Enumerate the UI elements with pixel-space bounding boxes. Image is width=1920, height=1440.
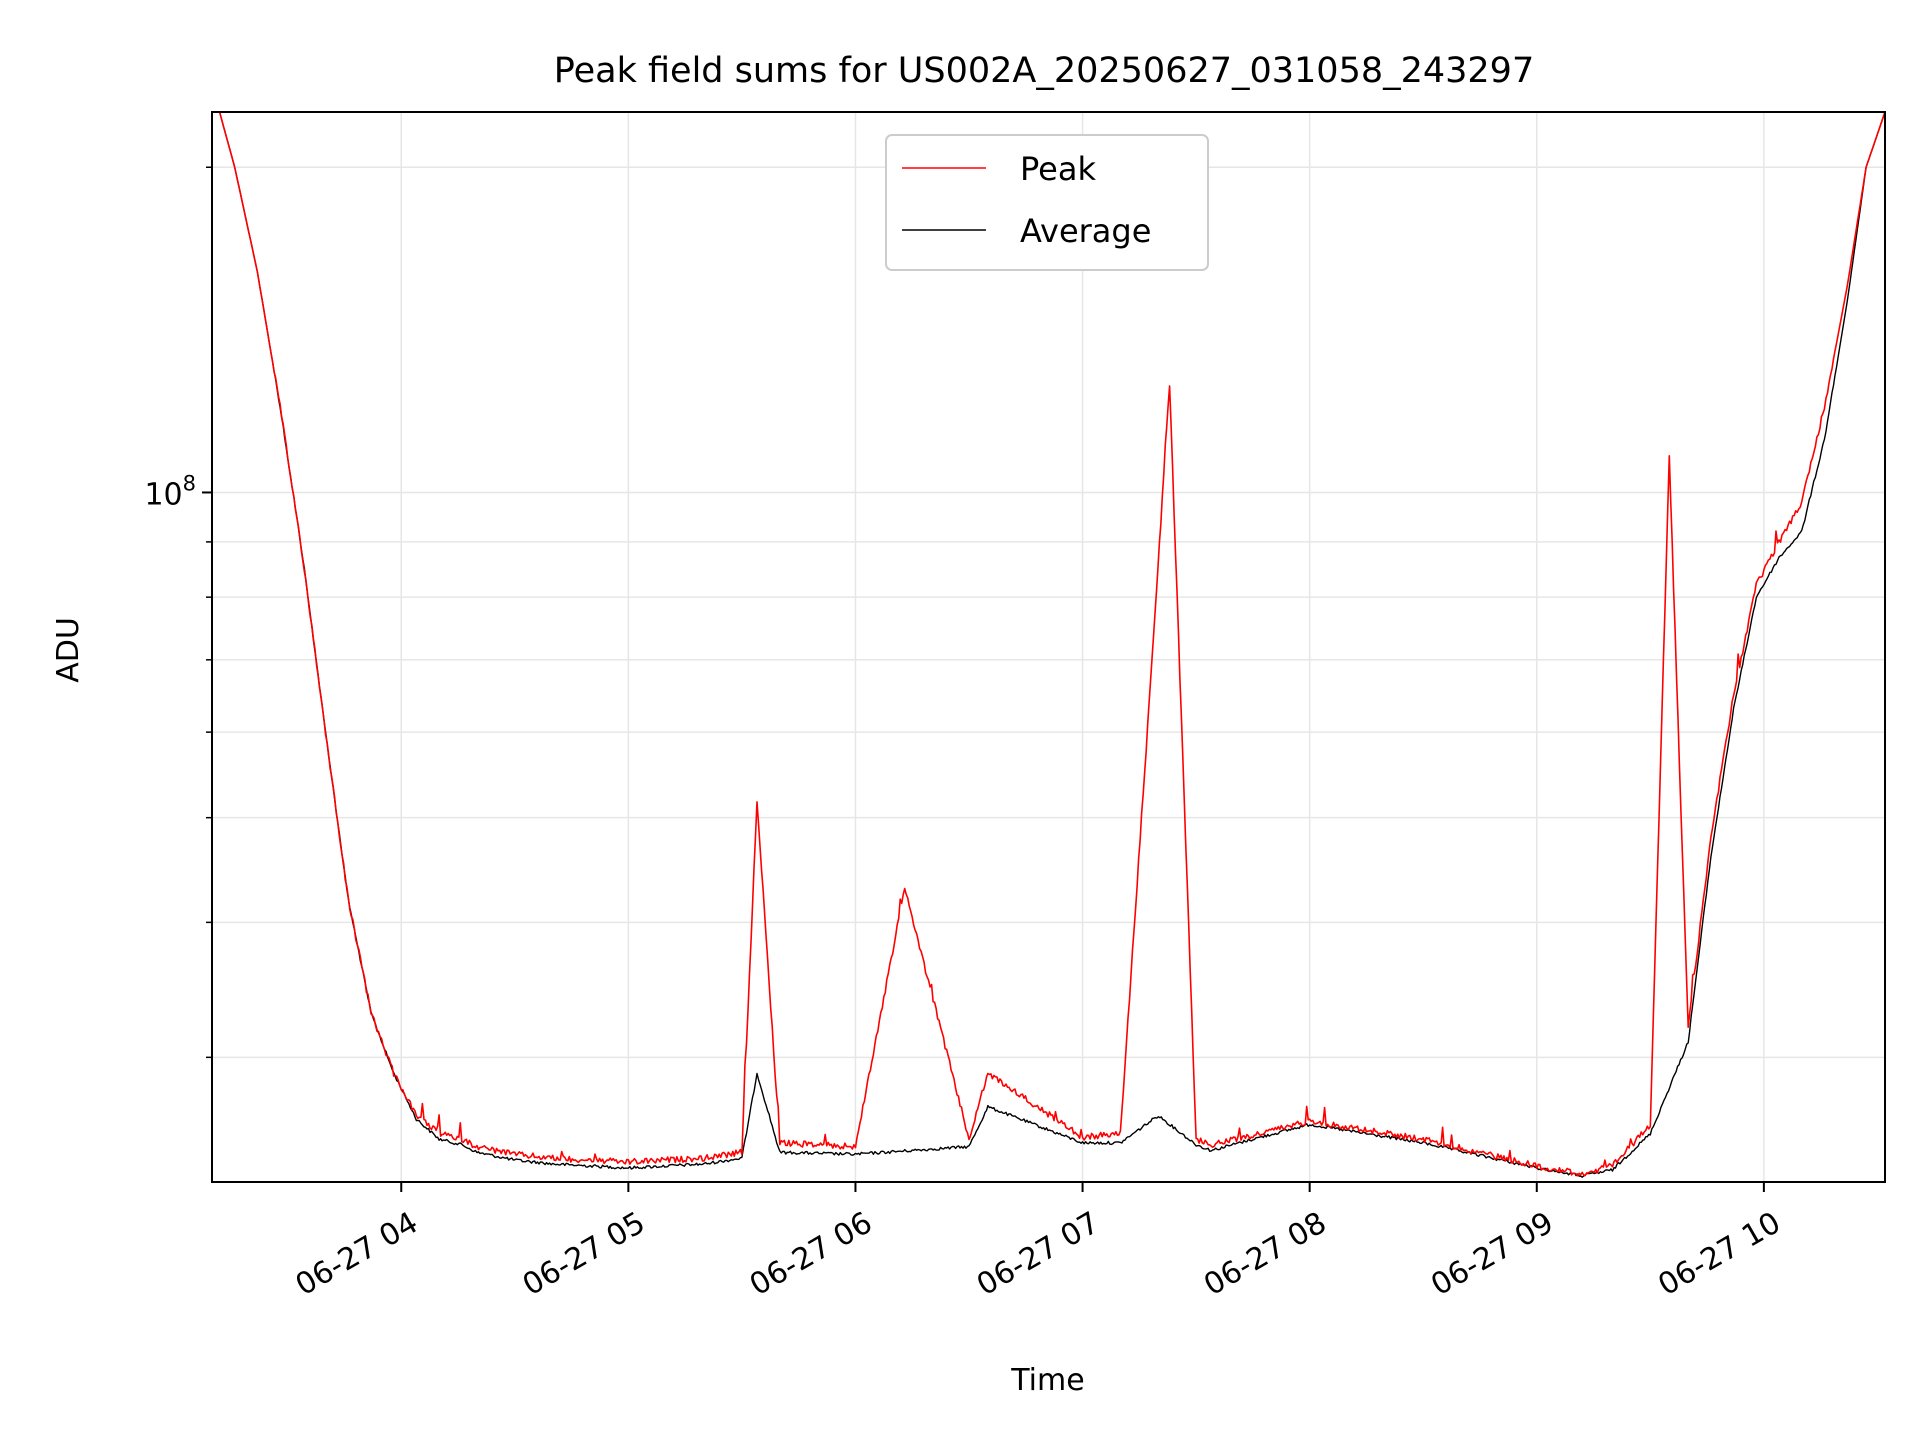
chart-title: Peak field sums for US002A_20250627_0310… [554,51,1534,91]
grid [212,112,1885,1182]
x-axis-label: Time [1010,1363,1084,1398]
series-line-peak [212,112,1885,1177]
y-axis: 108 [144,166,212,1059]
series-line-average [212,112,1885,1178]
y-axis-label: ADU [51,617,86,683]
legend-label-peak: Peak [1020,150,1096,188]
plot-frame [211,111,1886,1183]
y-tick-label-0: 108 [144,471,196,512]
legend: Peak Average [885,134,1209,271]
legend-label-average: Average [1020,212,1151,250]
plot-area [212,112,1885,1178]
